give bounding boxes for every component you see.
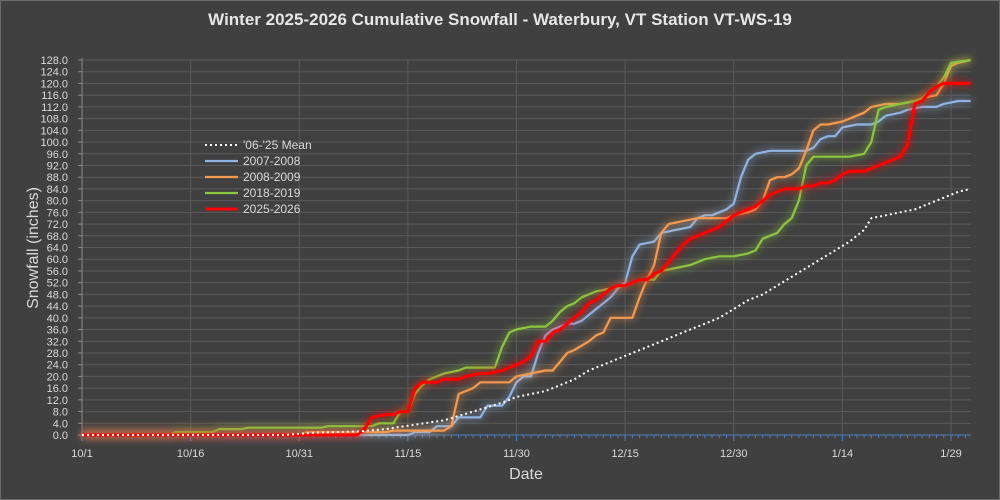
legend-label: 2008-2009 [243, 170, 301, 184]
legend-label: 2018-2019 [243, 186, 301, 200]
legend-label: '06-'25 Mean [243, 138, 312, 152]
y-tick-label: 112.0 [41, 102, 68, 114]
y-tick-label: 28.0 [47, 348, 68, 360]
series-line-2007-2008 [82, 99, 971, 437]
y-axis: 0.04.08.012.016.020.024.028.032.036.040.… [40, 55, 83, 442]
x-tick-label: 11/15 [395, 448, 422, 460]
x-tick-label: 10/16 [177, 448, 205, 460]
y-tick-label: 120.0 [40, 78, 68, 90]
legend-label: 2007-2008 [243, 154, 301, 168]
y-tick-label: 4.0 [53, 418, 68, 430]
y-tick-label: 52.0 [47, 278, 68, 290]
gridlines [81, 59, 971, 436]
x-tick-label: 11/30 [503, 448, 530, 460]
y-tick-label: 56.0 [47, 266, 68, 278]
y-tick-label: 36.0 [47, 325, 68, 337]
y-tick-label: 92.0 [47, 160, 68, 172]
y-tick-label: 76.0 [47, 207, 68, 219]
y-tick-label: 84.0 [47, 184, 68, 196]
series-line-2025-2026 [82, 81, 971, 437]
legend: '06-'25 Mean 2007-2008 2008-2009 2018-2019 2… [205, 138, 312, 216]
y-tick-label: 20.0 [47, 371, 68, 383]
y-tick-label: 80.0 [47, 196, 68, 208]
y-tick-label: 40.0 [47, 313, 68, 325]
y-tick-label: 24.0 [47, 360, 68, 372]
x-tick-label: 12/30 [720, 448, 748, 460]
series-lines [82, 58, 971, 437]
y-tick-label: 16.0 [47, 383, 68, 395]
x-tick-label: 10/31 [285, 448, 313, 460]
y-tick-label: 64.0 [47, 243, 68, 255]
x-axis-title: Date [509, 466, 543, 483]
x-tick-label: 12/15 [611, 448, 639, 460]
series-line-2008-2009 [82, 58, 971, 437]
series-line-06-25-Mean [82, 187, 971, 436]
x-tick-label: 10/1 [71, 448, 92, 460]
y-axis-title: Snowfall (inches) [25, 187, 42, 309]
y-tick-label: 72.0 [47, 219, 68, 231]
y-tick-label: 108.0 [40, 114, 68, 126]
y-tick-label: 116.0 [41, 90, 68, 102]
chart-title: Winter 2025-2026 Cumulative Snowfall - W… [208, 10, 792, 29]
y-tick-label: 60.0 [47, 254, 68, 266]
y-tick-label: 48.0 [47, 289, 68, 301]
y-tick-label: 88.0 [47, 172, 68, 184]
legend-label: 2025-2026 [243, 202, 301, 216]
y-tick-label: 68.0 [47, 231, 68, 243]
y-tick-label: 104.0 [40, 125, 68, 137]
x-tick-label: 1/29 [940, 448, 961, 460]
y-tick-label: 32.0 [47, 336, 68, 348]
y-tick-label: 128.0 [40, 55, 68, 67]
x-tick-label: 1/14 [832, 448, 853, 460]
y-tick-label: 44.0 [47, 301, 68, 313]
y-tick-label: 100.0 [40, 137, 68, 149]
y-tick-label: 124.0 [40, 67, 68, 79]
y-tick-label: 8.0 [53, 407, 68, 419]
y-tick-label: 12.0 [47, 395, 68, 407]
y-tick-label: 96.0 [47, 149, 68, 161]
x-axis: 10/1 10/16 10/31 11/15 11/30 12/15 12/30 1/14 1/… [71, 434, 971, 460]
y-tick-label: 0.0 [53, 430, 68, 442]
